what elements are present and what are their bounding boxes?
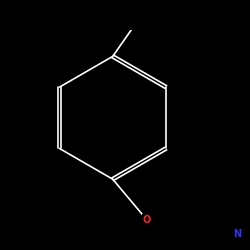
Text: O: O — [143, 215, 151, 225]
Text: N: N — [233, 229, 241, 239]
